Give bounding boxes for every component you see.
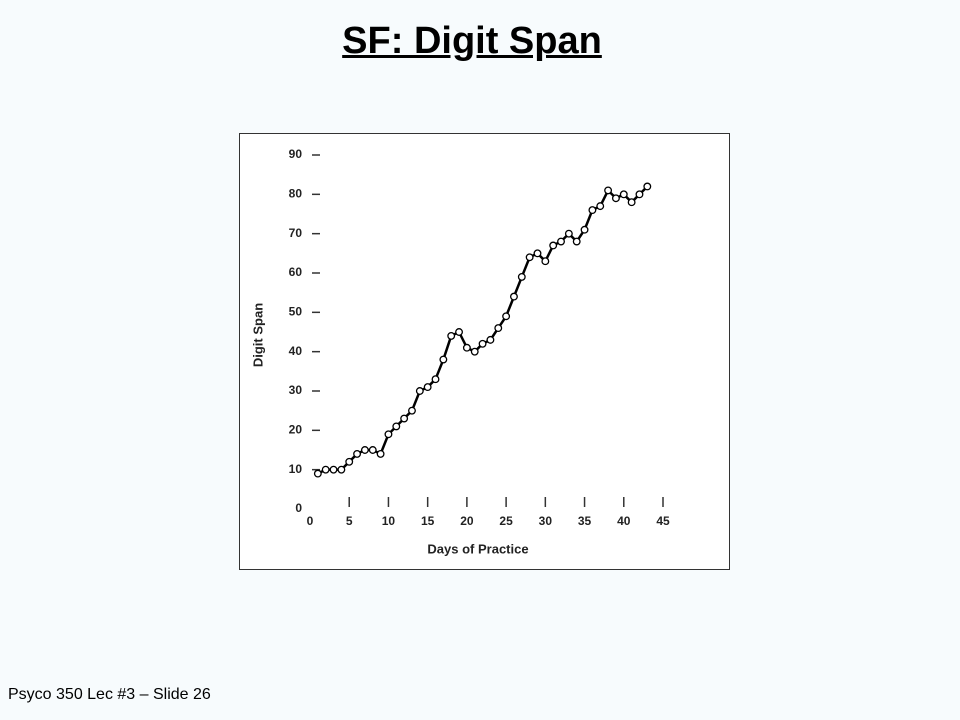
data-point: [510, 292, 518, 301]
x-tick-label: 40: [617, 514, 631, 528]
data-point: [502, 312, 511, 321]
data-point: [368, 446, 377, 454]
x-tick-label: 25: [499, 514, 513, 528]
chart-frame: [239, 133, 730, 570]
data-point: [455, 328, 463, 336]
data-point: [635, 190, 644, 199]
x-tick-label: 0: [307, 514, 314, 528]
y-tick-label: 20: [289, 423, 303, 437]
data-point: [329, 465, 338, 474]
slide-title: SF: Digit Span: [342, 20, 602, 62]
data-point: [345, 457, 354, 466]
data-point: [337, 465, 346, 474]
y-tick-label: 90: [289, 147, 303, 161]
y-tick-label: 70: [289, 226, 303, 240]
data-point: [619, 190, 628, 199]
data-point: [541, 257, 550, 266]
x-tick-label: 10: [382, 514, 396, 528]
data-point: [447, 331, 456, 340]
x-tick-label: 15: [421, 514, 435, 528]
y-tick-label: 80: [289, 187, 303, 201]
x-axis-label: Days of Practice: [427, 541, 528, 556]
data-point: [392, 422, 401, 431]
y-tick-label: 40: [289, 344, 303, 358]
y-axis-label: Digit Span: [250, 303, 265, 367]
footer: Psyco 350 Lec #3 – Slide 26: [8, 686, 211, 703]
data-point: [376, 449, 385, 458]
data-point: [408, 406, 416, 415]
data-point: [313, 469, 322, 478]
data-point: [643, 182, 652, 191]
data-point: [627, 198, 636, 207]
data-point: [557, 237, 565, 246]
data-point: [415, 387, 424, 395]
data-point: [494, 324, 503, 333]
data-point: [533, 249, 542, 258]
y-tick-label: 10: [289, 462, 303, 476]
data-point: [525, 253, 534, 262]
data-point: [353, 449, 362, 458]
data-point: [486, 335, 495, 344]
data-point: [400, 414, 409, 423]
data-point: [478, 339, 487, 348]
data-point: [549, 241, 558, 250]
y-tick-label: 60: [289, 265, 303, 279]
data-point: [596, 202, 605, 211]
x-tick-label: 5: [346, 514, 353, 528]
x-tick-label: 45: [656, 514, 670, 528]
data-point: [321, 465, 330, 474]
data-point: [462, 343, 471, 352]
data-point: [360, 446, 369, 454]
data-point: [580, 225, 589, 234]
x-tick-label: 35: [578, 514, 592, 528]
data-point: [384, 430, 393, 439]
data-point: [517, 272, 526, 281]
y-tick-label: 0: [295, 501, 302, 515]
data-point: [439, 355, 448, 364]
data-point: [564, 229, 573, 238]
data-point: [423, 383, 432, 392]
data-point: [611, 194, 620, 203]
x-tick-label: 20: [460, 514, 474, 528]
data-point: [604, 186, 613, 195]
y-tick-label: 50: [289, 305, 303, 319]
data-point: [431, 375, 440, 384]
x-tick-label: 30: [539, 514, 553, 528]
data-point: [588, 206, 597, 215]
data-point: [572, 237, 581, 246]
data-point: [470, 347, 479, 356]
y-tick-label: 30: [289, 383, 303, 397]
